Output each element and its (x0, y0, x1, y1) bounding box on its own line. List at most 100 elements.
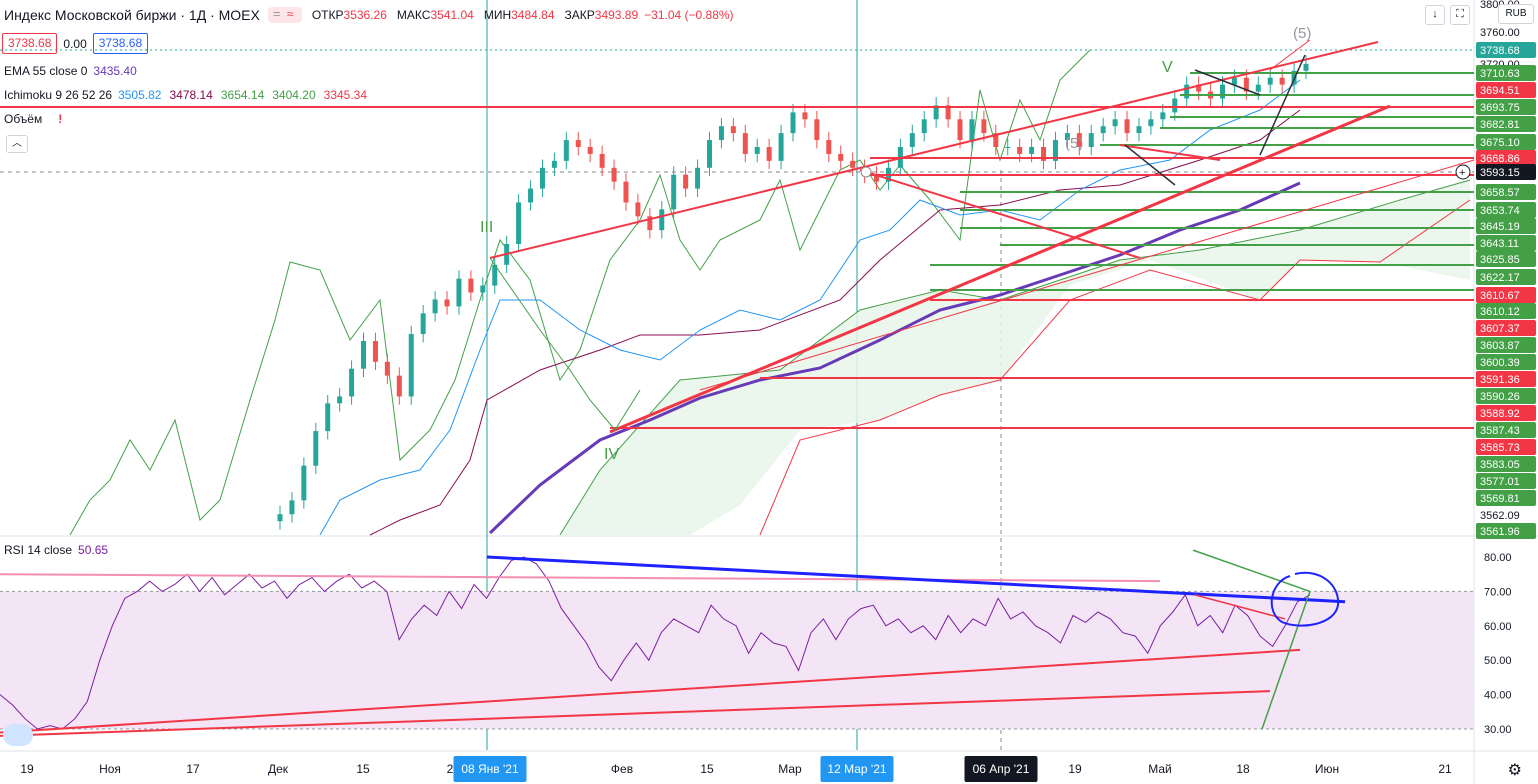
buy-button[interactable]: 3738.68 (92, 33, 149, 54)
candle-body (1148, 119, 1154, 127)
candle-body (1064, 133, 1070, 141)
ichimoku-conversion: 3505.82 (118, 88, 162, 102)
candle-body (933, 105, 939, 120)
candle-body (1017, 147, 1023, 154)
settings-gear-icon[interactable]: ⚙ (1507, 762, 1522, 779)
wave-label: (5) (1065, 135, 1083, 152)
candle-body (790, 112, 796, 134)
price-tick-label: 3682.81 (1480, 119, 1520, 131)
candle-body (420, 313, 426, 335)
candle-body (921, 119, 927, 134)
price-label-bg (1476, 490, 1536, 506)
candle-body (432, 299, 438, 314)
rsi-tick-label: 70.00 (1484, 586, 1512, 598)
price-label-bg (1476, 287, 1536, 303)
price-label-bg (1476, 269, 1536, 285)
candle-body (981, 119, 987, 134)
price-label-bg (1476, 218, 1536, 234)
price-label-bg (1476, 251, 1536, 267)
close-value: 3493.89 (594, 8, 639, 22)
candle-body (1255, 84, 1261, 92)
time-tick-label: 15 (700, 762, 714, 776)
scroll-down-icon[interactable]: ↓ (1425, 5, 1445, 25)
sell-button[interactable]: 3738.68 (2, 33, 58, 54)
candle-body (599, 153, 605, 168)
candle-body (444, 299, 450, 307)
price-tick-label: 3562.09 (1480, 510, 1520, 522)
price-label-bg (1476, 405, 1536, 421)
candle-body (1279, 77, 1285, 85)
price-tick-label: 3710.63 (1480, 68, 1520, 80)
trend-line (1119, 144, 1221, 161)
rsi-legend[interactable]: RSI 14 close 50.65 (4, 543, 108, 557)
ema-value: 3435.40 (93, 64, 137, 78)
collapse-legend-button[interactable]: ︿ (6, 135, 28, 153)
candle-body (778, 133, 784, 161)
time-tick-label: 18 (1236, 762, 1250, 776)
candle-body (361, 341, 367, 369)
fullscreen-icon[interactable]: ⛶ (1450, 5, 1470, 25)
candle-body (611, 167, 617, 182)
ichimoku-cloud (560, 180, 1470, 535)
rsi-highlight-ellipse (1270, 571, 1340, 627)
tradingview-logo-icon[interactable] (3, 724, 33, 746)
rsi-tick-label: 30.00 (1484, 724, 1512, 736)
ichimoku-legend[interactable]: Ichimoku 9 26 52 26 3505.82 3478.14 3654… (4, 86, 375, 104)
low-label: МИН (483, 8, 512, 22)
price-label-bg (1476, 134, 1536, 150)
symbol-title[interactable]: Индекс Московской биржи · 1Д · MOEX (4, 7, 260, 23)
candle-body (528, 188, 534, 203)
currency-button[interactable]: RUB (1498, 4, 1534, 24)
time-tick-label: 15 (356, 762, 370, 776)
ema-legend[interactable]: EMA 55 close 0 3435.40 (4, 62, 145, 80)
price-label-bg (1476, 303, 1536, 319)
price-tick-label: 3587.43 (1480, 425, 1520, 437)
candle-body (551, 160, 557, 168)
candle-body (1052, 140, 1058, 161)
price-label-bg (1476, 422, 1536, 438)
price-tick-label: 3588.92 (1480, 408, 1520, 420)
candle-body (1005, 147, 1011, 148)
price-tick-label: 3675.10 (1480, 137, 1520, 149)
price-label-bg (1476, 388, 1536, 404)
price-tick-label: 3569.81 (1480, 493, 1520, 505)
candle-body (1172, 98, 1178, 113)
time-tick-label: Дек (268, 762, 289, 776)
candle-body (1136, 126, 1142, 134)
warning-icon[interactable]: ! (58, 112, 63, 126)
price-label-bg (1476, 65, 1536, 81)
trend-line (1269, 39, 1311, 71)
candle-body (802, 112, 808, 120)
candle-body (456, 278, 462, 307)
time-label-bg (453, 756, 527, 782)
candle-body (1243, 77, 1249, 92)
time-tick-label: Июн (1315, 762, 1339, 776)
compare-button[interactable]: = ≈ (267, 6, 302, 23)
equal-icon: = (272, 6, 281, 21)
time-tick-label: 19 (1068, 762, 1082, 776)
ema-name: EMA 55 close 0 (4, 64, 88, 78)
candle-body (659, 209, 665, 231)
trend-line (1194, 69, 1261, 96)
price-label-bg (1476, 235, 1536, 251)
volume-legend[interactable]: Объём ! (4, 110, 62, 128)
price-tick-label: 3607.37 (1480, 323, 1520, 335)
candle-body (372, 341, 378, 362)
candle-body (289, 500, 295, 515)
candle-body (838, 153, 844, 161)
price-tick-label: 3593.15 (1480, 167, 1520, 179)
candle-body (826, 140, 832, 154)
rsi-trend-line (1261, 591, 1311, 730)
candle-body (349, 368, 355, 397)
add-alert-icon (1455, 164, 1471, 180)
candle-body (647, 216, 653, 231)
trend-line (489, 41, 1379, 259)
open-label: ОТКР (311, 8, 344, 22)
price-tick-label: 3610.67 (1480, 290, 1520, 302)
price-tick-label: 3693.75 (1480, 102, 1520, 114)
candle-body (1231, 77, 1237, 85)
price-tick-label: 3668.86 (1480, 153, 1520, 165)
price-tick-label: 3585.73 (1480, 442, 1520, 454)
candle-body (1303, 63, 1309, 71)
